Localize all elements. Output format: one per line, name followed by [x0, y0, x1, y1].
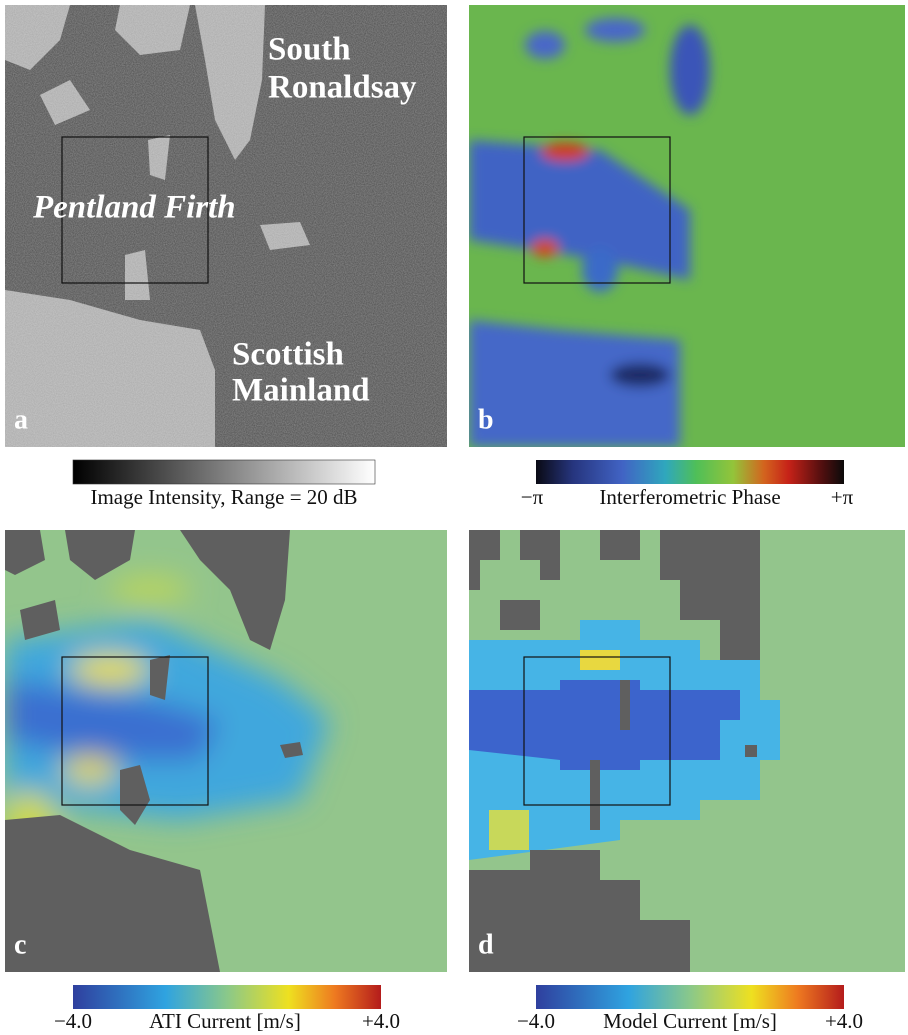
panel-c-shape-shape [70, 655, 150, 685]
panel-c: c [5, 530, 447, 972]
colorbar-b-shape [536, 460, 844, 484]
panel-b-shape-shape [525, 31, 565, 59]
colorbar-max: +4.0 [362, 1009, 400, 1033]
annotation: Scottish [232, 337, 344, 373]
panel-label: b [478, 404, 494, 435]
colorbar-min: −4.0 [54, 1009, 92, 1033]
colorbar-max: +π [831, 485, 854, 509]
panel-b-shape-shape [585, 18, 645, 42]
colorbar-d-shape [536, 985, 844, 1009]
panel-label: d [478, 929, 494, 960]
panel-d-shape [489, 810, 529, 850]
colorbar-max: +4.0 [825, 1009, 863, 1033]
panel-b: b [469, 5, 905, 447]
annotation: Pentland Firth [32, 190, 236, 226]
colorbar-min: −π [521, 485, 544, 509]
panel-b-shape-shape [610, 363, 670, 387]
colorbar-a-shape [73, 460, 375, 484]
colorbar-a: Image Intensity, Range = 20 dB [73, 460, 375, 509]
body: South Ronaldsay Pentland Firth Scottish … [0, 0, 908, 1035]
figure: South Ronaldsay Pentland Firth Scottish … [0, 0, 908, 1035]
colorbar-c-shape [73, 985, 381, 1009]
annotation: South [268, 32, 351, 68]
colorbar-title: Image Intensity, Range = 20 dB [90, 485, 357, 509]
colorbar-title: Interferometric Phase [599, 485, 780, 509]
panel-d-shape [580, 650, 620, 670]
panel-b-shape-shape [582, 248, 618, 292]
colorbar-d: −4.0 Model Current [m/s] +4.0 [517, 985, 863, 1033]
colorbar-min: −4.0 [517, 1009, 555, 1033]
annotation: Mainland [232, 373, 370, 409]
panel-b-shape-shape [670, 25, 710, 115]
panel-label: c [14, 929, 26, 960]
panel-b-shape-shape [531, 239, 559, 257]
panel-c-shape-shape [110, 575, 190, 605]
panel-a: South Ronaldsay Pentland Firth Scottish … [5, 5, 447, 447]
colorbar-b: −π Interferometric Phase +π [521, 460, 854, 509]
annotation: Ronaldsay [268, 70, 417, 106]
panel-label: a [14, 404, 28, 435]
panel-b-shape-shape [541, 143, 589, 161]
page: {"panels": [ {"label": "a", "annotations… [0, 0, 908, 1035]
colorbar-title: ATI Current [m/s] [149, 1009, 301, 1033]
colorbar-title: Model Current [m/s] [603, 1009, 777, 1033]
panel-c-shape-shape [62, 756, 118, 784]
panel-d: d [469, 530, 905, 972]
colorbar-c: −4.0 ATI Current [m/s] +4.0 [54, 985, 400, 1033]
